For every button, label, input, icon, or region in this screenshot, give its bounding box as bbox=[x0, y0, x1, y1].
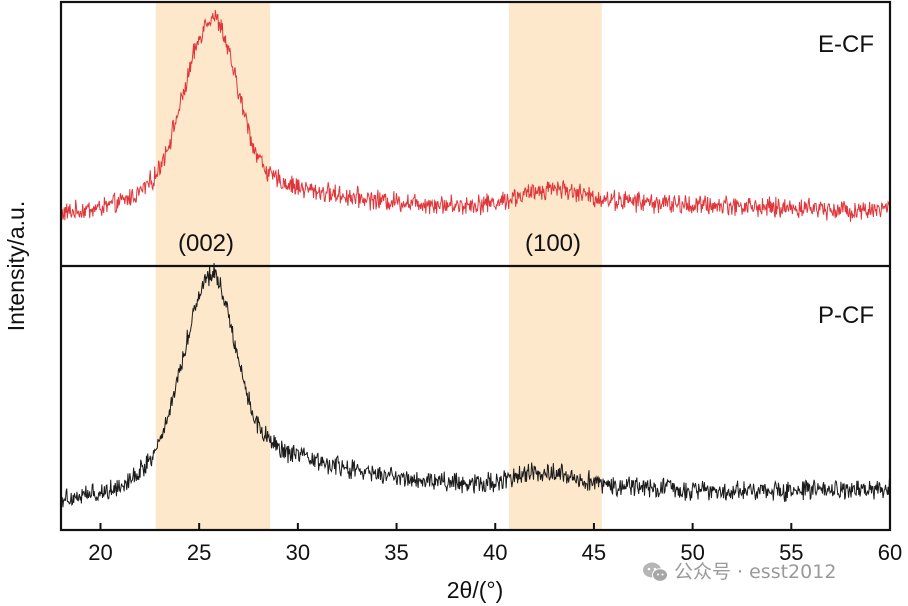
traces bbox=[60, 9, 891, 508]
series-label-p-cf: P-CF bbox=[818, 302, 874, 329]
band-label-100: (100) bbox=[525, 230, 581, 257]
x-tick-label: 35 bbox=[384, 540, 408, 565]
x-tick-label: 25 bbox=[187, 540, 211, 565]
x-axis-ticks: 20 25 30 35 40 45 50 55 60 bbox=[88, 523, 902, 565]
y-axis-label: Intensity/a.u. bbox=[3, 201, 29, 331]
trace-p-cf bbox=[60, 262, 891, 508]
x-tick-label: 40 bbox=[483, 540, 507, 565]
x-tick-label: 30 bbox=[286, 540, 310, 565]
x-axis-label: 2θ/(°) bbox=[447, 577, 504, 603]
series-label-e-cf: E-CF bbox=[818, 31, 874, 58]
x-tick-label: 55 bbox=[779, 540, 803, 565]
wechat-icon bbox=[643, 562, 668, 582]
trace-e-cf bbox=[60, 9, 891, 222]
x-tick-label: 20 bbox=[88, 540, 112, 565]
x-tick-label: 60 bbox=[878, 540, 902, 565]
x-tick-label: 45 bbox=[582, 540, 606, 565]
x-tick-label: 50 bbox=[680, 540, 704, 565]
band-label-002: (002) bbox=[178, 230, 234, 257]
watermark: 公众号 · esst2012 bbox=[643, 561, 836, 583]
watermark-text: 公众号 · esst2012 bbox=[674, 561, 836, 583]
